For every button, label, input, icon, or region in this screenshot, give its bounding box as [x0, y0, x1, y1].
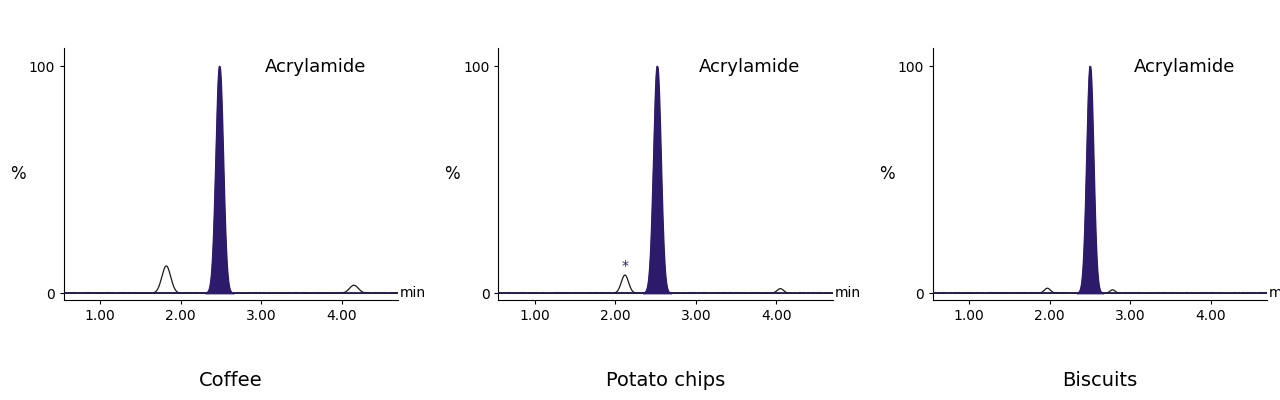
Text: Coffee: Coffee [200, 370, 262, 390]
Y-axis label: %: % [10, 165, 26, 183]
Text: min: min [399, 286, 426, 300]
Text: Acrylamide: Acrylamide [265, 58, 366, 76]
Text: Acrylamide: Acrylamide [1134, 58, 1235, 76]
Text: min: min [1268, 286, 1280, 300]
Y-axis label: %: % [878, 165, 895, 183]
Text: *: * [621, 259, 628, 273]
Y-axis label: %: % [444, 165, 460, 183]
Text: Potato chips: Potato chips [605, 370, 726, 390]
Text: Biscuits: Biscuits [1062, 370, 1138, 390]
Text: min: min [835, 286, 860, 300]
Text: Acrylamide: Acrylamide [699, 58, 800, 76]
